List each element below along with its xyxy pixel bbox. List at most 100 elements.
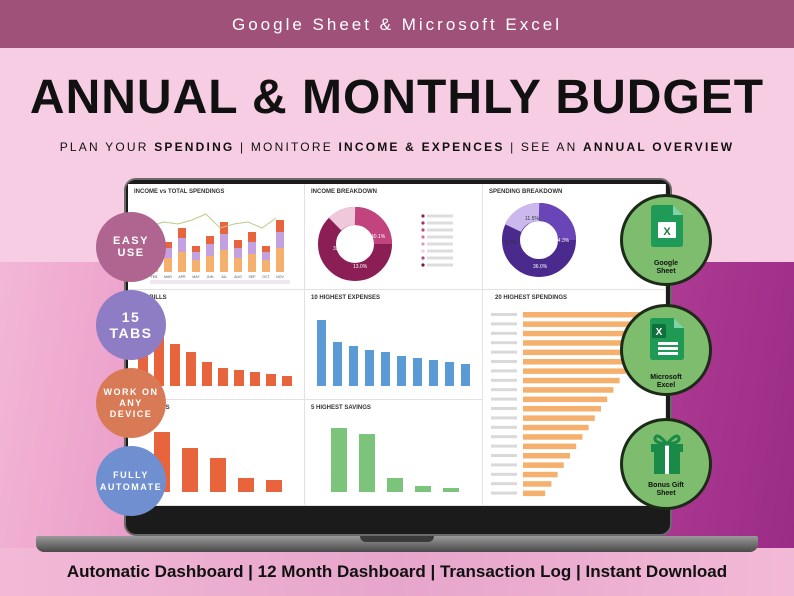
stacked-bar-segment [220,222,228,234]
panel-title: 20 HIGHEST SPENDINGS [495,295,568,301]
savings-bar [415,486,431,492]
svg-text:X: X [663,226,671,238]
stacked-bar-segment [206,236,214,244]
spending-hbar [523,415,595,421]
donut-label: 11.5% [525,216,539,222]
spending-hbar [523,377,620,384]
spending-hbar [523,349,639,356]
legend-text-line [427,235,453,239]
legend-dot [421,228,425,232]
savings-bar [331,428,347,492]
spending-hbar [523,368,626,374]
debt-bar [210,458,226,492]
month-label: AUG [234,275,242,279]
spending-hbar [523,321,657,327]
spending-hbar [523,462,564,468]
stacked-bar-segment [164,242,172,248]
spendings-hbar-chart [491,312,663,497]
stacked-bar-segment [276,232,284,248]
month-label: JUL [221,275,227,279]
expense-bar [381,352,390,386]
spending-hbar-label [491,407,517,410]
tagline-bold: ANNUAL OVERVIEW [583,140,735,154]
spending-hbar-label [491,331,517,335]
spending-hbar-label [491,491,517,495]
spending-hbar-label [491,425,517,429]
stacked-bar-segment [192,252,200,260]
spending-hbar [523,443,577,450]
bill-bar [154,331,164,386]
spending-hbar [523,424,589,431]
panel-title: T BILLS [144,295,167,301]
stacked-bar-segment [248,232,256,242]
highest-spendings-panel: 20 HIGHEST SPENDINGS [483,290,666,506]
spending-hbar-label [491,341,517,345]
spending-hbar-label [491,416,517,420]
stacked-bar-segment [164,258,172,272]
spending-hbar-label [491,397,517,401]
stacked-bar-segment [276,220,284,232]
donut-label: 36.0% [533,264,548,270]
legend-text-line [427,242,453,246]
legend-text-line [427,221,453,225]
bill-bar [266,374,276,386]
spending-hbar [523,396,608,403]
stacked-bar-segment [262,246,270,252]
footer-background [0,548,794,596]
legend-text-line [427,263,453,267]
spending-hbar [523,453,570,459]
legend-text-line [427,256,453,260]
expense-bar [397,356,406,386]
stacked-bar-segment [178,252,186,272]
bill-bar [202,362,212,386]
tagline-bold: SPENDING [154,140,235,154]
platforms-banner: Google Sheet & Microsoft Excel [0,0,794,48]
stacked-bar-segment [248,242,256,254]
tagline-part: | MONITORE [234,140,339,154]
highest-savings-panel: 5 HIGHEST SAVINGS [305,400,483,506]
stacked-bar-segment [178,238,186,252]
spending-hbar-label [491,322,517,326]
tagline-part: | SEE AN [504,140,584,154]
tagline-bold: INCOME & EXPENCES [338,140,505,154]
stacked-bar-segment [262,252,270,260]
stacked-bar-segment [262,260,270,272]
legend-text-line [427,214,453,218]
bill-bar [282,376,292,386]
spending-hbar [523,387,614,393]
stacked-bar-segment [206,256,214,272]
stacked-bar-segment [192,246,200,252]
month-label: OCT [262,275,270,279]
svg-text:X: X [656,327,663,338]
legend-dot [421,235,425,239]
spending-hbar-label [491,378,517,382]
expense-bar [429,360,438,386]
spending-hbar-label [491,472,517,476]
month-label: FEB [151,275,158,279]
expense-bar [333,342,342,386]
spending-hbar [523,490,546,497]
spending-hbar [523,340,645,346]
bill-bar [234,370,244,386]
panel-title: 5 HIGHEST SAVINGS [311,405,371,411]
debt-bar [266,480,282,492]
debt-bar [238,478,254,492]
month-label: MAY [192,275,200,279]
savings-bar-chart [331,428,459,492]
legend-text-line [427,249,453,253]
spending-hbar-label [491,435,517,439]
month-label: SEP [248,275,256,279]
expense-bar [317,320,326,386]
spending-hbar-label [491,388,517,392]
any-device-badge: WORK ON ANY DEVICE [96,368,166,438]
tabs-count-badge: 15 TABS [96,290,166,360]
panel-title: SPENDING BREAKDOWN [489,189,563,195]
legend-dot [421,242,425,246]
tagline-part: PLAN YOUR [59,140,155,154]
spending-hbar-label [491,313,517,316]
legend-text-line [427,228,453,232]
debt-bar [182,448,198,492]
spending-hbar-label [491,482,517,486]
spending-hbar [523,312,663,318]
badge-label: Microsoft Excel [650,374,682,389]
